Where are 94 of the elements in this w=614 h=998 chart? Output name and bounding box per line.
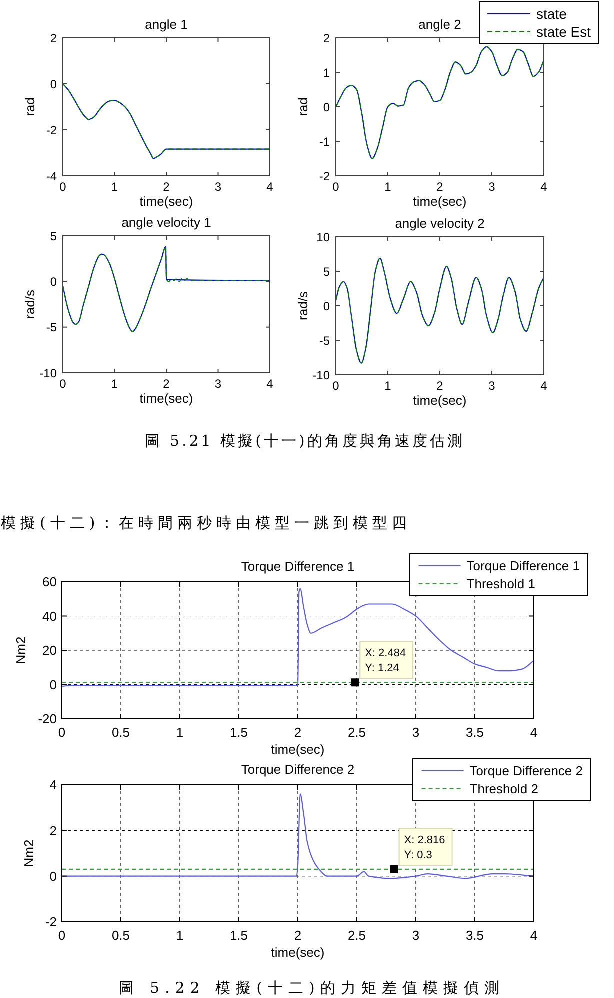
x-tick-label: 4 xyxy=(266,377,274,391)
x-tick-label: 0.5 xyxy=(112,725,130,740)
y-tick-label: 0 xyxy=(50,677,57,692)
x-tick-label: 1 xyxy=(384,379,392,393)
x-tick-label: 3.5 xyxy=(466,928,484,943)
y-tick-label: 4 xyxy=(50,778,57,793)
x-tick-label: 2 xyxy=(436,379,444,393)
y-tick-label: -4 xyxy=(46,169,57,184)
x-tick-label: 1.5 xyxy=(230,725,248,740)
xlabel: time(sec) xyxy=(271,742,325,757)
x-tick-label: 0.5 xyxy=(112,928,130,943)
x-tick-label: 1.5 xyxy=(230,928,248,943)
xlabel: time(sec) xyxy=(140,391,194,406)
x-tick-label: 0 xyxy=(58,725,66,740)
x-tick-label: 1 xyxy=(176,928,184,943)
y-tick-label: -5 xyxy=(46,320,57,335)
ylabel: rad/s xyxy=(22,290,38,319)
y-tick-label: 2 xyxy=(323,31,330,46)
y-tick-label: 60 xyxy=(42,574,57,590)
x-tick-label: 1 xyxy=(176,725,184,740)
x-tick-label: 2.5 xyxy=(348,928,366,943)
ylabel: Nm2 xyxy=(22,840,37,868)
x-tick-label: 2 xyxy=(163,180,170,194)
x-tick-label: 0 xyxy=(332,180,340,194)
annotation-text: X: 2.816 Y: 0.3 xyxy=(404,834,446,862)
annotation: 圖 5.21 模擬(十一)的角度與角速度估測 xyxy=(145,432,465,450)
y-tick-label: 2 xyxy=(50,31,57,46)
title: angle 1 xyxy=(145,17,188,32)
y-tick-label: -5 xyxy=(319,334,330,348)
x-tick-label: 3 xyxy=(214,180,222,194)
x-tick-label: 3 xyxy=(412,928,420,943)
ylabel: Nm2 xyxy=(14,636,29,664)
title: angle 2 xyxy=(418,17,462,32)
x-tick-label: 0 xyxy=(60,377,66,391)
y-tick-label: -10 xyxy=(40,366,57,380)
x-tick-label: 4 xyxy=(530,725,538,740)
x-tick-label: 3.5 xyxy=(466,725,484,740)
legend-label: Threshold 2 xyxy=(470,782,538,797)
x-tick-label: 1 xyxy=(384,180,392,194)
y-tick-label: 0 xyxy=(50,869,57,884)
y-tick-label: 20 xyxy=(42,643,57,658)
x-tick-label: 4 xyxy=(266,180,274,194)
x-tick-label: 1 xyxy=(111,377,118,391)
y-tick-label: -2 xyxy=(46,123,57,138)
x-tick-label: 4 xyxy=(540,180,548,194)
x-tick-label: 2 xyxy=(163,377,170,391)
x-tick-label: 0 xyxy=(332,379,340,393)
y-tick-label: 0 xyxy=(323,100,330,114)
xlabel: time(sec) xyxy=(140,194,194,209)
y-tick-label: 2 xyxy=(50,823,57,838)
x-tick-label: 0 xyxy=(58,928,66,943)
y-tick-label: 1 xyxy=(323,66,330,80)
ylabel: rad xyxy=(296,98,311,116)
xlabel: time(sec) xyxy=(413,393,467,408)
x-tick-label: 3 xyxy=(488,379,496,393)
annotation: 圖 5.22 模擬(十二)的力矩差值模擬偵測 xyxy=(119,979,505,997)
y-tick-label: 40 xyxy=(42,608,57,624)
x-tick-label: 2 xyxy=(294,725,302,740)
x-tick-label: 2.5 xyxy=(348,725,366,740)
x-tick-label: 3 xyxy=(488,180,496,194)
legend-label: Torque Difference 1 xyxy=(466,558,580,574)
ylabel: rad/s xyxy=(296,292,311,320)
legend-label: Threshold 1 xyxy=(466,576,536,592)
y-tick-label: -2 xyxy=(319,169,330,184)
title: Torque Difference 2 xyxy=(241,762,355,777)
annotation: 模擬(十二)：在時間兩秒時由模型一跳到模型四 xyxy=(1,514,412,532)
y-tick-label: -1 xyxy=(319,134,330,149)
y-tick-label: 0 xyxy=(50,77,57,92)
x-tick-label: 1 xyxy=(111,180,118,194)
x-tick-label: 4 xyxy=(540,379,548,393)
title: angle velocity 2 xyxy=(395,216,485,231)
xlabel: time(sec) xyxy=(413,194,467,209)
y-tick-label: 10 xyxy=(316,230,330,244)
legend-label: state xyxy=(536,6,567,22)
y-tick-label: 0 xyxy=(50,274,57,289)
title: angle velocity 1 xyxy=(122,215,212,230)
y-tick-label: 5 xyxy=(50,229,57,244)
x-tick-label: 4 xyxy=(530,928,538,943)
y-tick-label: -10 xyxy=(312,368,330,382)
x-tick-label: 3 xyxy=(214,377,222,391)
y-tick-label: -20 xyxy=(38,712,57,727)
x-tick-label: 2 xyxy=(436,180,444,194)
x-tick-label: 3 xyxy=(412,725,420,740)
ylabel: rad xyxy=(22,98,38,116)
title: Torque Difference 1 xyxy=(241,559,355,574)
y-tick-label: -2 xyxy=(45,914,57,930)
y-tick-label: 5 xyxy=(323,264,330,279)
x-tick-label: 2 xyxy=(294,928,302,943)
legend-label: Torque Difference 2 xyxy=(470,764,583,779)
xlabel: time(sec) xyxy=(271,945,325,960)
legend-label: state Est xyxy=(536,24,591,40)
y-tick-label: 0 xyxy=(323,299,330,314)
x-tick-label: 0 xyxy=(60,180,66,194)
annotation-text: X: 2.484 Y: 1.24 xyxy=(365,648,406,675)
